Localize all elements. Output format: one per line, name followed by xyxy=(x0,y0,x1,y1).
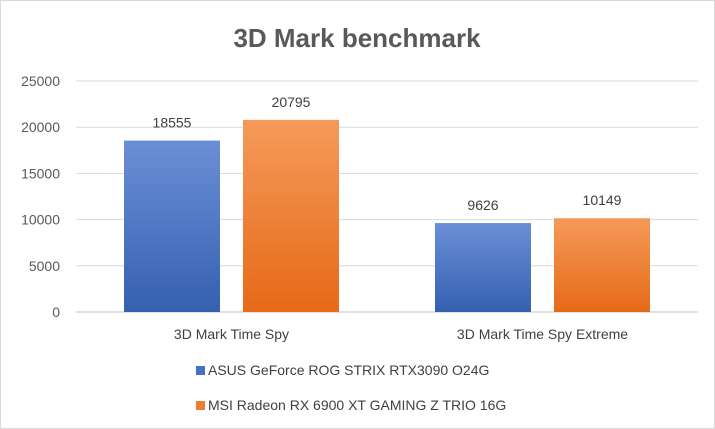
data-label-1-0: 20795 xyxy=(272,94,311,110)
bar-1-1 xyxy=(554,218,650,312)
y-tick-label-1: 5000 xyxy=(29,258,60,274)
bars xyxy=(124,119,650,312)
y-tick-label-0: 0 xyxy=(52,304,60,320)
bar-0-0 xyxy=(124,140,220,312)
legend-swatch-0 xyxy=(196,366,205,375)
category-label-0: 3D Mark Time Spy xyxy=(174,326,289,342)
data-label-1-1: 10149 xyxy=(583,192,622,208)
y-tick-label-5: 25000 xyxy=(21,73,60,89)
data-label-0-1: 9626 xyxy=(467,197,498,213)
legend-item-0: ASUS GeForce ROG STRIX RTX3090 O24G xyxy=(196,362,489,378)
y-axis-ticks: 0 5000 10000 15000 20000 25000 xyxy=(21,73,60,320)
legend-item-1: MSI Radeon RX 6900 XT GAMING Z TRIO 16G xyxy=(196,397,506,413)
bar-0-1 xyxy=(435,223,531,312)
legend: ASUS GeForce ROG STRIX RTX3090 O24G MSI R… xyxy=(196,362,506,413)
data-labels: 18555 20795 9626 10149 xyxy=(153,94,622,213)
chart-title: 3D Mark benchmark xyxy=(233,23,481,53)
y-tick-label-3: 15000 xyxy=(21,165,60,181)
y-tick-label-4: 20000 xyxy=(21,119,60,135)
bar-1-0 xyxy=(243,119,339,312)
legend-swatch-1 xyxy=(196,401,205,410)
legend-label-0: ASUS GeForce ROG STRIX RTX3090 O24G xyxy=(208,362,489,378)
legend-label-1: MSI Radeon RX 6900 XT GAMING Z TRIO 16G xyxy=(208,397,506,413)
data-label-0-0: 18555 xyxy=(153,115,192,131)
y-tick-label-2: 10000 xyxy=(21,212,60,228)
x-axis-categories: 3D Mark Time Spy 3D Mark Time Spy Extreme xyxy=(174,326,628,342)
category-label-1: 3D Mark Time Spy Extreme xyxy=(457,326,628,342)
